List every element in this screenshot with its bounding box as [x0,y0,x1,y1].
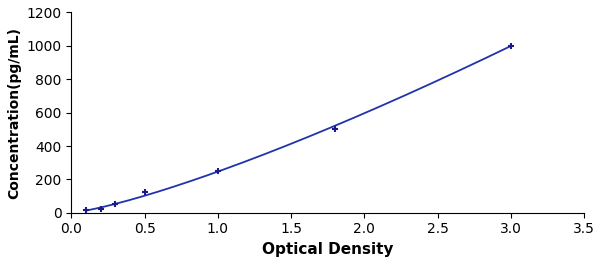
Y-axis label: Concentration(pg/mL): Concentration(pg/mL) [7,27,21,199]
X-axis label: Optical Density: Optical Density [262,242,394,257]
